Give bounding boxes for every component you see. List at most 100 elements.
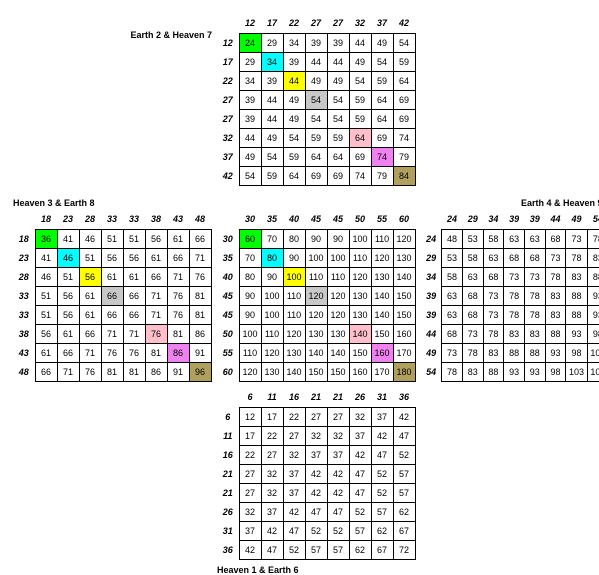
data-cell: 74	[393, 128, 415, 147]
col-header: 23	[57, 210, 79, 229]
data-cell: 59	[283, 147, 305, 166]
col-header: 42	[393, 14, 415, 33]
data-cell: 63	[483, 248, 504, 267]
data-cell: 27	[261, 445, 283, 464]
data-cell: 57	[371, 502, 393, 521]
row-header: 6	[217, 407, 239, 426]
data-cell: 54	[305, 109, 327, 128]
row-header: 48	[13, 362, 35, 381]
data-cell: 66	[57, 343, 79, 362]
row-header: 45	[217, 286, 239, 305]
data-cell: 70	[239, 248, 261, 267]
data-cell: 36	[35, 229, 57, 248]
data-cell: 61	[35, 343, 57, 362]
data-cell: 32	[349, 407, 371, 426]
col-header: 31	[371, 388, 393, 407]
data-cell: 46	[35, 267, 57, 286]
data-cell: 37	[239, 521, 261, 540]
data-cell: 100	[283, 267, 305, 286]
data-cell: 27	[305, 407, 327, 426]
data-cell: 34	[283, 33, 305, 52]
col-header: 21	[305, 388, 327, 407]
data-cell: 180	[393, 362, 415, 381]
data-cell: 67	[393, 521, 415, 540]
data-cell: 27	[283, 426, 305, 445]
col-header: 21	[327, 388, 349, 407]
data-cell: 53	[462, 229, 483, 248]
data-cell: 66	[101, 305, 123, 324]
col-header: 30	[239, 210, 261, 229]
data-cell: 52	[327, 521, 349, 540]
data-cell: 93	[587, 286, 599, 305]
data-cell: 22	[283, 407, 305, 426]
data-cell: 39	[239, 109, 261, 128]
row-header: 55	[217, 343, 239, 362]
data-cell: 103	[587, 343, 599, 362]
data-cell: 39	[327, 33, 349, 52]
data-cell: 32	[283, 445, 305, 464]
data-cell: 110	[283, 305, 305, 324]
data-cell: 34	[239, 71, 261, 90]
row-header: 36	[217, 540, 239, 559]
data-cell: 91	[189, 343, 211, 362]
data-cell: 64	[349, 128, 371, 147]
col-header: 16	[283, 388, 305, 407]
data-cell: 48	[442, 229, 463, 248]
data-cell: 44	[327, 52, 349, 71]
grid-table: 3035404545505560306070809090100110120357…	[217, 210, 416, 382]
data-cell: 39	[261, 71, 283, 90]
data-cell: 80	[261, 248, 283, 267]
col-header: 22	[283, 14, 305, 33]
data-cell: 54	[327, 109, 349, 128]
col-header: 50	[349, 210, 371, 229]
data-cell: 73	[504, 267, 525, 286]
data-cell: 17	[261, 407, 283, 426]
data-cell: 130	[283, 343, 305, 362]
data-cell: 59	[261, 166, 283, 185]
data-cell: 56	[101, 248, 123, 267]
data-cell: 83	[483, 343, 504, 362]
data-cell: 130	[305, 324, 327, 343]
row-header: 42	[217, 166, 239, 185]
data-cell: 140	[283, 362, 305, 381]
data-cell: 83	[524, 324, 545, 343]
data-cell: 47	[305, 502, 327, 521]
data-cell: 61	[167, 229, 189, 248]
data-cell: 61	[79, 305, 101, 324]
data-cell: 71	[145, 286, 167, 305]
grid-h3e8: 1823283333384348183641465151566166234146…	[13, 210, 212, 382]
col-header: 17	[261, 14, 283, 33]
data-cell: 47	[261, 540, 283, 559]
row-header: 60	[217, 362, 239, 381]
data-cell: 61	[101, 267, 123, 286]
data-cell: 79	[371, 166, 393, 185]
grid-title: Heaven 3 & Earth 8	[13, 198, 95, 208]
data-cell: 74	[349, 166, 371, 185]
data-cell: 130	[261, 362, 283, 381]
data-cell: 64	[371, 109, 393, 128]
data-cell: 93	[587, 305, 599, 324]
data-cell: 42	[283, 502, 305, 521]
data-cell: 90	[283, 248, 305, 267]
data-cell: 130	[349, 305, 371, 324]
col-header: 60	[393, 210, 415, 229]
data-cell: 68	[462, 305, 483, 324]
data-cell: 68	[504, 248, 525, 267]
data-cell: 80	[239, 267, 261, 286]
data-cell: 27	[239, 483, 261, 502]
data-cell: 83	[462, 362, 483, 381]
data-cell: 54	[283, 128, 305, 147]
data-cell: 64	[283, 166, 305, 185]
row-header: 22	[217, 71, 239, 90]
data-cell: 71	[189, 248, 211, 267]
data-cell: 59	[393, 52, 415, 71]
data-cell: 73	[442, 343, 463, 362]
data-cell: 63	[462, 267, 483, 286]
data-cell: 63	[442, 286, 463, 305]
grid-title: Earth 4 & Heaven 9	[521, 198, 599, 208]
data-cell: 83	[504, 324, 525, 343]
data-cell: 83	[587, 248, 599, 267]
grid-table: 1217222727323742122429343939444954172934…	[217, 14, 416, 186]
data-cell: 58	[442, 267, 463, 286]
data-cell: 42	[305, 464, 327, 483]
